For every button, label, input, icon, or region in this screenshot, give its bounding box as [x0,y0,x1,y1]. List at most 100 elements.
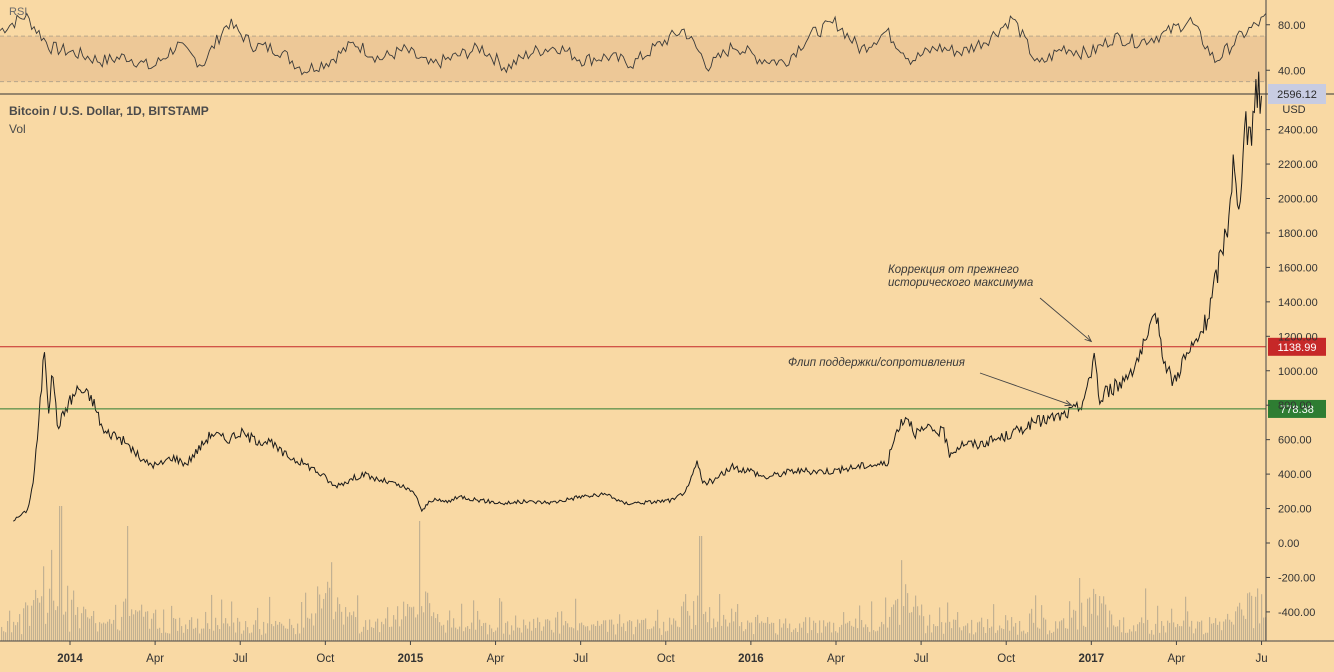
volume-bar [899,624,901,641]
volume-bar [1087,598,1089,641]
volume-bar [663,621,665,641]
volume-bar [591,624,593,641]
volume-bar [1247,593,1249,641]
volume-bar [935,626,937,641]
volume-bar [527,628,529,641]
volume-bar [871,601,873,641]
current-price-tag [1268,84,1326,104]
volume-bar [123,601,125,641]
volume-bar [367,629,369,641]
volume-bar [639,623,641,641]
volume-bar [49,588,51,641]
volume-bar [1191,620,1193,641]
volume-bar [1263,617,1265,641]
volume-bar [277,624,279,641]
volume-bar [897,598,899,641]
volume-bar [261,634,263,641]
volume-bar [751,622,753,641]
price-tick-label: 0.00 [1278,538,1299,550]
volume-bar [309,618,311,641]
volume-bar [453,618,455,641]
volume-bar [347,616,349,641]
volume-bar [333,619,335,641]
volume-bar [515,615,517,641]
volume-bar [1067,628,1069,641]
volume-bar [1049,630,1051,641]
chart-title: Bitcoin / U.S. Dollar, 1D, BITSTAMP [9,104,209,118]
price-tick-label: 400.00 [1278,469,1312,481]
volume-bar [179,617,181,641]
volume-bar [139,610,141,641]
volume-bar [613,624,615,641]
volume-bar [525,625,527,641]
volume-bar [895,600,897,641]
volume-bar [361,631,363,641]
volume-bar [1125,632,1127,641]
volume-bar [1027,632,1029,641]
volume-bar [415,617,417,641]
volume-bar [1229,619,1231,641]
volume-bar [119,630,121,641]
volume-bar [1173,622,1175,641]
volume-bar [485,622,487,641]
volume-bar [403,601,405,641]
volume-bar [675,620,677,641]
volume-bar [467,626,469,641]
volume-bar [603,620,605,641]
volume-bar [451,627,453,641]
level-label-1: 778.38 [1280,404,1314,416]
volume-bar [195,627,197,641]
volume-bar [35,589,37,641]
volume-bar [163,609,165,641]
volume-bar [127,526,129,641]
currency-label: USD [1282,104,1306,116]
volume-bar [479,619,481,641]
rsi-band [0,36,1266,82]
volume-bar [1003,629,1005,641]
volume-bar [431,616,433,641]
volume-bar [1097,615,1099,641]
price-tick-label: 1800.00 [1278,228,1318,240]
volume-bar [157,628,159,641]
volume-bar [275,620,277,641]
volume-bar [857,628,859,641]
volume-bar [349,612,351,641]
volume-bar [671,624,673,641]
annotation-text-0-0: Коррекция от прежнего [888,264,1019,276]
volume-bar [699,536,701,641]
price-tick-label: 2200.00 [1278,159,1318,171]
volume-bar [887,627,889,641]
volume-bar [1165,632,1167,641]
volume-bar [501,601,503,641]
volume-bar [719,594,721,641]
volume-bar [781,627,783,641]
volume-bar [801,627,803,641]
volume-bar [147,611,149,641]
volume-bar [1233,624,1235,641]
volume-bar [627,621,629,641]
volume-bar [1035,595,1037,641]
volume-bar [335,611,337,641]
volume-bar [487,634,489,641]
volume-bar [809,617,811,641]
volume-bar [537,617,539,641]
volume-bar [507,621,509,641]
volume-bar [615,634,617,641]
volume-bar [605,620,607,641]
volume-bar [1143,623,1145,641]
volume-bar [245,621,247,641]
volume-bar [713,618,715,641]
volume-bar [1189,626,1191,641]
volume-bar [983,627,985,641]
volume-bar [283,625,285,641]
volume-bar [661,634,663,641]
volume-bar [1053,631,1055,641]
volume-bar [665,631,667,641]
volume-bar [399,626,401,641]
volume-bar [1063,618,1065,641]
volume-bar [839,627,841,641]
volume-bar [929,614,931,641]
volume-bar [121,616,123,641]
